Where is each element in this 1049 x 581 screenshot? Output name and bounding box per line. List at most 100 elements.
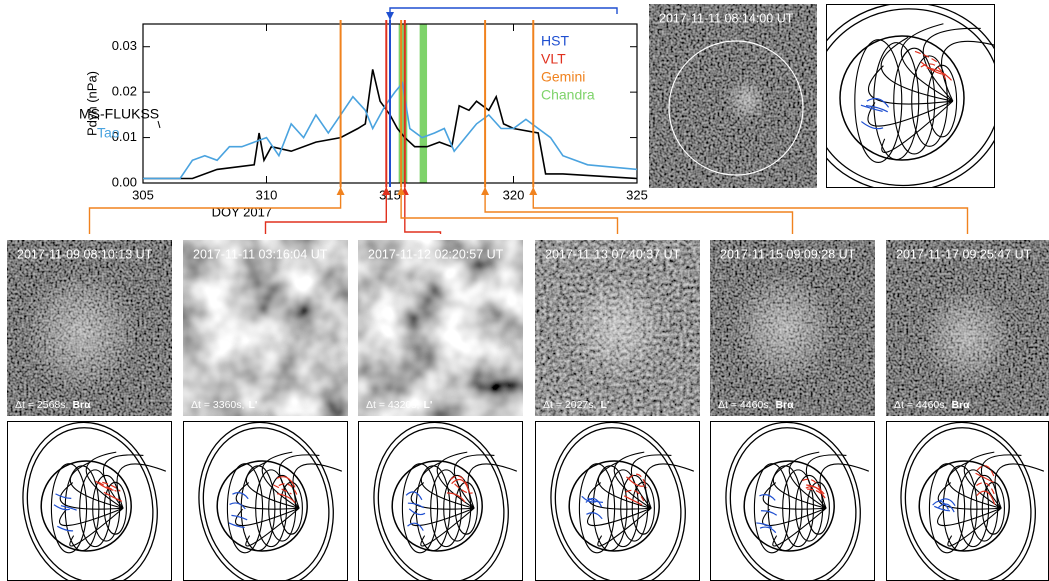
aurora-north (920, 63, 947, 80)
meridian (772, 461, 827, 509)
field-line-shell (22, 421, 158, 581)
arrowhead (397, 187, 406, 195)
aurora-south (860, 104, 883, 112)
meridian (597, 461, 652, 509)
meridian (900, 23, 954, 102)
aurora-south (861, 121, 884, 130)
globe-body (550, 421, 695, 581)
aurora-south (760, 510, 778, 516)
image-emission (731, 271, 838, 385)
aurora-south (759, 526, 777, 534)
x-tick-label: 325 (626, 187, 648, 202)
field-line-shell (554, 427, 682, 581)
parallel (873, 42, 920, 161)
x-tick-label: 320 (503, 187, 525, 202)
globe (725, 421, 870, 581)
meridian (922, 27, 981, 102)
meridian (806, 454, 847, 509)
image-noise (358, 240, 523, 416)
y-tick-label: 0.03 (112, 38, 137, 53)
legend-entry: VLT (541, 51, 566, 67)
parallel (103, 481, 127, 535)
timestamp: 2017-11-09 08:10:13 UT (17, 247, 153, 261)
aurora-north (625, 489, 645, 502)
arrowhead (529, 187, 538, 195)
connector (484, 187, 794, 234)
aurora-north (976, 490, 996, 505)
aurora-south (60, 505, 77, 511)
aurora-south (407, 502, 424, 509)
arrowhead (481, 187, 490, 195)
parallel (620, 474, 649, 542)
arrowhead (386, 12, 394, 20)
globe (198, 421, 343, 581)
filter: L' (248, 399, 257, 411)
field-line-shell (900, 421, 1036, 581)
aurora-south (585, 497, 603, 508)
globe-body (373, 421, 518, 581)
aurora-north (914, 50, 941, 65)
parallel (50, 463, 88, 554)
parallel (767, 465, 803, 552)
exposure: Δt = 2027s, (543, 399, 596, 411)
aurora-south (759, 494, 776, 501)
meridian (631, 454, 672, 509)
parallel (415, 465, 451, 552)
filter: L' (600, 399, 609, 411)
parallel (631, 481, 655, 535)
field-line-shell (729, 427, 857, 581)
series-label: Tao (97, 125, 120, 141)
connector (389, 7, 618, 20)
aurora-south (938, 498, 956, 506)
exposure-label: Δt = 2568s, Brα (15, 399, 91, 411)
parallel (578, 463, 616, 554)
exposure-label: Δt = 3360s, L' (191, 399, 257, 411)
exposure: Δt = 4460s, (894, 399, 947, 411)
timestamp: 2017-11-13 07:40:37 UT (545, 247, 681, 261)
parallel (607, 469, 640, 548)
exposure: Δt = 4460s, (718, 399, 771, 411)
parallel (970, 474, 999, 542)
aurora-north (278, 483, 298, 495)
legend-entry: HST (541, 33, 569, 49)
aurora-north (449, 475, 469, 489)
field-line-shell (904, 427, 1032, 581)
field-line-shell (202, 427, 330, 581)
image-emission (921, 287, 1014, 387)
filter: L' (423, 399, 432, 411)
aurora-north (976, 482, 995, 495)
meridian (69, 461, 124, 509)
aurora-south (55, 493, 72, 499)
aurora-south (228, 522, 245, 529)
parallel (854, 39, 903, 164)
aurora-north (102, 481, 121, 492)
parallel (911, 55, 948, 147)
aurora-north (98, 481, 117, 492)
parallel (795, 474, 824, 542)
series-line (143, 81, 638, 180)
globe (826, 4, 995, 188)
aurora-north (623, 495, 643, 506)
aurora-north (976, 465, 996, 480)
globe (22, 421, 167, 581)
field-line-shell (198, 421, 334, 581)
aurora-north (451, 478, 471, 493)
filter: Brα (775, 399, 794, 411)
exposure-label: Δt = 4460s, Brα (718, 399, 794, 411)
aurora-south (586, 512, 603, 520)
parallel (927, 64, 958, 138)
field-line-shell (826, 4, 995, 188)
aurora-north (975, 472, 994, 483)
aurora-north (454, 483, 473, 494)
filter: Brα (951, 399, 970, 411)
meridian (245, 461, 300, 509)
parallel (226, 463, 264, 554)
timestamp: 2017-11-11 03:16:04 UT (193, 247, 328, 261)
connector (532, 187, 969, 234)
observation-span (398, 24, 408, 183)
connector (88, 187, 342, 234)
legend-entry: Gemini (541, 69, 585, 85)
aurora-south (57, 525, 74, 532)
aurora-south (53, 504, 70, 511)
